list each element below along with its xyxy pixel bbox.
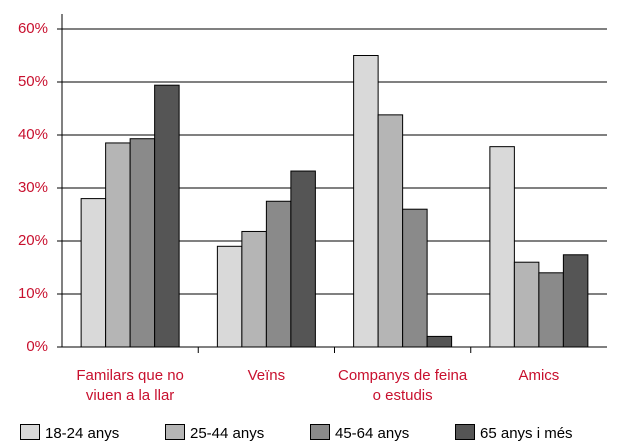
bar — [129, 138, 156, 348]
legend-item: 18-24 anys — [20, 424, 119, 442]
legend-label: 18-24 anys — [45, 425, 120, 442]
bar — [216, 245, 243, 348]
legend-swatch — [455, 424, 475, 440]
legend-label: 65 anys i més — [480, 425, 573, 442]
bar — [562, 254, 589, 348]
bar — [426, 335, 453, 348]
legend-swatch — [20, 424, 40, 440]
bar — [80, 198, 107, 348]
legend-swatch — [165, 424, 185, 440]
bar — [513, 261, 540, 348]
bar — [241, 230, 267, 348]
bar — [353, 55, 379, 348]
bar — [290, 170, 316, 348]
y-tick-label: 10% — [18, 285, 48, 302]
legend-item: 25-44 anys — [165, 424, 264, 442]
y-tick-label: 0% — [26, 338, 48, 355]
bar — [489, 146, 515, 348]
legend-item: 45-64 anys — [310, 424, 409, 442]
y-tick-label: 20% — [18, 232, 48, 249]
legend-swatch — [310, 424, 330, 440]
y-tick-label: 50% — [18, 73, 48, 90]
bar — [105, 142, 131, 348]
bar — [154, 84, 180, 348]
x-tick-label: Companys de feina o estudis — [338, 367, 468, 404]
legend-label: 25-44 anys — [190, 425, 265, 442]
y-tick-label: 30% — [18, 179, 48, 196]
x-tick-label: Amics — [518, 367, 560, 384]
legend-item: 65 anys i més — [455, 424, 573, 442]
legend-label: 45-64 anys — [335, 425, 410, 442]
y-tick-label: 60% — [18, 20, 48, 37]
bar — [265, 200, 292, 348]
bar — [377, 114, 404, 348]
y-tick-label: 40% — [18, 126, 48, 143]
bar — [402, 208, 428, 348]
x-tick-label: Familars que no viuen a la llar — [76, 367, 184, 404]
bar — [538, 272, 564, 348]
x-tick-label: Veïns — [247, 367, 286, 384]
